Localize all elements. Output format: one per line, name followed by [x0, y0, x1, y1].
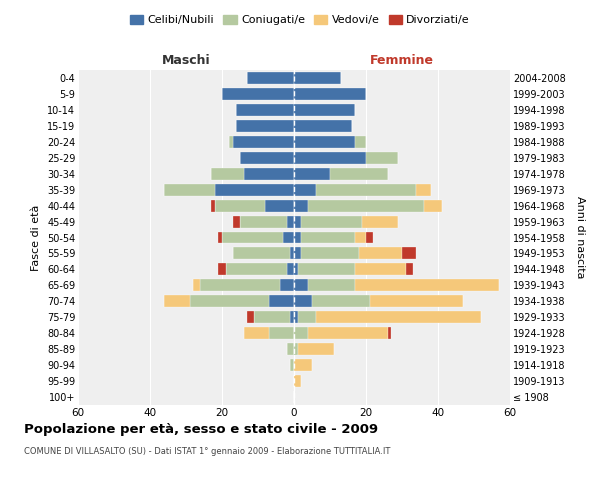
Bar	[244, 327, 269, 339]
Bar	[164, 296, 190, 308]
Bar	[308, 327, 388, 339]
Bar	[294, 296, 312, 308]
Bar	[269, 327, 294, 339]
Bar	[247, 312, 254, 323]
Bar	[218, 264, 226, 276]
Bar	[308, 280, 355, 291]
Bar	[424, 200, 442, 211]
Bar	[254, 312, 290, 323]
Bar	[287, 264, 294, 276]
Bar	[301, 232, 355, 243]
Bar	[366, 232, 373, 243]
Bar	[211, 200, 215, 211]
Bar	[280, 280, 294, 291]
Bar	[298, 264, 355, 276]
Bar	[359, 248, 402, 260]
Bar	[294, 88, 366, 100]
Bar	[215, 200, 265, 211]
Bar	[247, 72, 294, 84]
Legend: Celibi/Nubili, Coniugati/e, Vedovi/e, Divorziati/e: Celibi/Nubili, Coniugati/e, Vedovi/e, Di…	[125, 10, 475, 30]
Bar	[294, 104, 355, 116]
Bar	[294, 120, 352, 132]
Bar	[294, 200, 308, 211]
Bar	[301, 248, 359, 260]
Bar	[355, 232, 366, 243]
Bar	[370, 296, 463, 308]
Bar	[200, 280, 280, 291]
Y-axis label: Fasce di età: Fasce di età	[31, 204, 41, 270]
Bar	[294, 375, 301, 387]
Bar	[294, 152, 366, 164]
Bar	[355, 264, 406, 276]
Bar	[294, 136, 355, 148]
Bar	[316, 312, 481, 323]
Bar	[265, 200, 294, 211]
Bar	[294, 168, 330, 179]
Bar	[312, 296, 370, 308]
Text: Popolazione per età, sesso e stato civile - 2009: Popolazione per età, sesso e stato civil…	[24, 422, 378, 436]
Bar	[294, 232, 301, 243]
Text: Femmine: Femmine	[370, 54, 434, 67]
Bar	[290, 248, 294, 260]
Text: Maschi: Maschi	[161, 54, 211, 67]
Bar	[222, 232, 283, 243]
Bar	[294, 248, 301, 260]
Bar	[269, 296, 294, 308]
Bar	[215, 184, 294, 196]
Bar	[233, 216, 240, 228]
Bar	[218, 232, 222, 243]
Text: COMUNE DI VILLASALTO (SU) - Dati ISTAT 1° gennaio 2009 - Elaborazione TUTTITALIA: COMUNE DI VILLASALTO (SU) - Dati ISTAT 1…	[24, 448, 391, 456]
Bar	[283, 232, 294, 243]
Bar	[190, 296, 269, 308]
Bar	[406, 264, 413, 276]
Bar	[294, 359, 312, 371]
Y-axis label: Anni di nascita: Anni di nascita	[575, 196, 585, 279]
Bar	[240, 152, 294, 164]
Bar	[233, 248, 290, 260]
Bar	[294, 264, 298, 276]
Bar	[294, 312, 298, 323]
Bar	[294, 343, 298, 355]
Bar	[290, 359, 294, 371]
Bar	[236, 104, 294, 116]
Bar	[416, 184, 431, 196]
Bar	[402, 248, 416, 260]
Bar	[290, 312, 294, 323]
Bar	[211, 168, 244, 179]
Bar	[362, 216, 398, 228]
Bar	[229, 136, 233, 148]
Bar	[294, 72, 341, 84]
Bar	[294, 184, 316, 196]
Bar	[233, 136, 294, 148]
Bar	[294, 280, 308, 291]
Bar	[298, 343, 334, 355]
Bar	[301, 216, 362, 228]
Bar	[240, 216, 287, 228]
Bar	[244, 168, 294, 179]
Bar	[164, 184, 215, 196]
Bar	[236, 120, 294, 132]
Bar	[294, 216, 301, 228]
Bar	[226, 264, 287, 276]
Bar	[222, 88, 294, 100]
Bar	[355, 280, 499, 291]
Bar	[287, 216, 294, 228]
Bar	[316, 184, 416, 196]
Bar	[366, 152, 398, 164]
Bar	[308, 200, 424, 211]
Bar	[193, 280, 200, 291]
Bar	[355, 136, 366, 148]
Bar	[294, 327, 308, 339]
Bar	[287, 343, 294, 355]
Bar	[388, 327, 391, 339]
Bar	[330, 168, 388, 179]
Bar	[298, 312, 316, 323]
